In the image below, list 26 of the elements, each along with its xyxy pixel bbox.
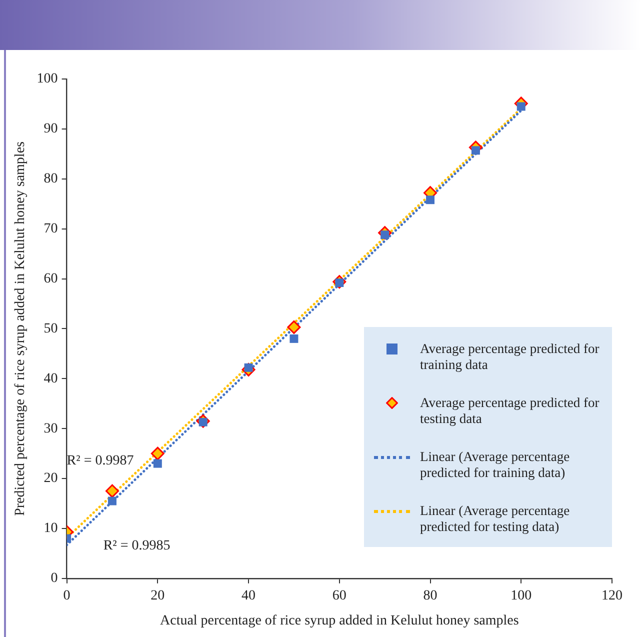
x-axis-title: Actual percentage of rice syrup added in Kelulut honey samples bbox=[160, 613, 519, 628]
legend-label: Average percentage predicted for training data bbox=[420, 341, 600, 374]
x-tick-label: 0 bbox=[63, 588, 70, 604]
annotation: R² = 0.9985 bbox=[103, 538, 170, 554]
x-tick-label: 20 bbox=[150, 588, 165, 604]
x-tick-label: 100 bbox=[510, 588, 532, 604]
y-tick-label: 40 bbox=[44, 371, 58, 386]
x-tick-label: 120 bbox=[602, 588, 622, 604]
y-tick-label: 80 bbox=[44, 172, 58, 187]
y-tick-label: 0 bbox=[50, 571, 58, 586]
y-tick-label: 90 bbox=[44, 122, 58, 137]
y-tick-label: 60 bbox=[44, 271, 58, 286]
x-tick-label: 40 bbox=[242, 588, 256, 604]
x-tick-label: 60 bbox=[332, 588, 346, 604]
y-tick-label: 20 bbox=[44, 471, 58, 486]
y-tick-label: 30 bbox=[44, 421, 58, 436]
legend-label: Linear (Average percentage predicted for testing data) bbox=[420, 503, 571, 536]
y-tick-label: 10 bbox=[44, 521, 58, 536]
legend-label: Average percentage predicted for testing data bbox=[420, 395, 600, 428]
y-tick-label: 50 bbox=[44, 321, 58, 336]
y-axis-title: Predicted percentage of rice syrup added in Kelulut honey samples bbox=[13, 142, 28, 516]
y-tick-label: 100 bbox=[36, 72, 58, 87]
annotation: R² = 0.9987 bbox=[66, 454, 134, 469]
x-tick-label: 80 bbox=[423, 588, 438, 604]
legend-label: Linear (Average percentage predicted for training data) bbox=[420, 449, 571, 482]
y-tick-label: 70 bbox=[44, 221, 58, 236]
